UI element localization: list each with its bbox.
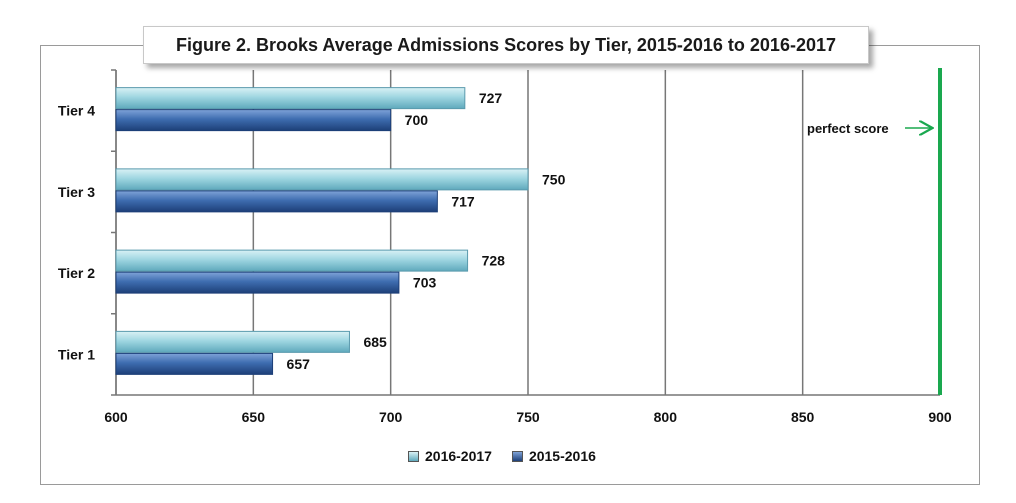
bar-2016-2017 — [115, 249, 469, 272]
category-label: Tier 2 — [58, 265, 95, 281]
bar-2016-2017 — [115, 168, 529, 191]
x-tick-label: 900 — [928, 409, 952, 425]
legend-label: 2015-2016 — [528, 448, 596, 464]
x-tick-label: 750 — [516, 409, 540, 425]
category-label: Tier 4 — [58, 103, 95, 119]
x-tick-label: 800 — [654, 409, 678, 425]
bar-2015-2016 — [115, 352, 274, 375]
x-tick-label: 700 — [379, 409, 403, 425]
data-label: 727 — [479, 90, 503, 106]
data-label: 728 — [482, 253, 506, 269]
legend-swatch-light — [408, 450, 419, 462]
category-label: Tier 3 — [58, 184, 95, 200]
legend-swatch-dark — [511, 450, 523, 462]
data-label: 657 — [287, 356, 311, 372]
chart-title: Figure 2. Brooks Average Admissions Scor… — [143, 26, 869, 64]
bar-2015-2016 — [115, 271, 400, 294]
legend: 2016-2017 2015-2016 — [408, 448, 616, 464]
x-tick-label: 850 — [791, 409, 815, 425]
bar-2016-2017 — [115, 330, 350, 353]
data-label: 717 — [451, 193, 475, 209]
legend-item-2015-2016: 2015-2016 — [511, 448, 596, 464]
legend-item-2016-2017: 2016-2017 — [408, 448, 492, 464]
data-label: 685 — [363, 334, 387, 350]
bar-2015-2016 — [115, 190, 438, 213]
data-label: 703 — [413, 275, 437, 291]
legend-label: 2016-2017 — [425, 448, 492, 464]
data-label: 700 — [405, 112, 429, 128]
category-label: Tier 1 — [58, 346, 95, 362]
bar-2016-2017 — [115, 87, 466, 110]
bar-2015-2016 — [115, 109, 392, 132]
data-label: 750 — [542, 171, 566, 187]
x-tick-label: 650 — [242, 409, 266, 425]
perfect-score-label: perfect score — [807, 121, 889, 136]
x-tick-label: 600 — [104, 409, 128, 425]
